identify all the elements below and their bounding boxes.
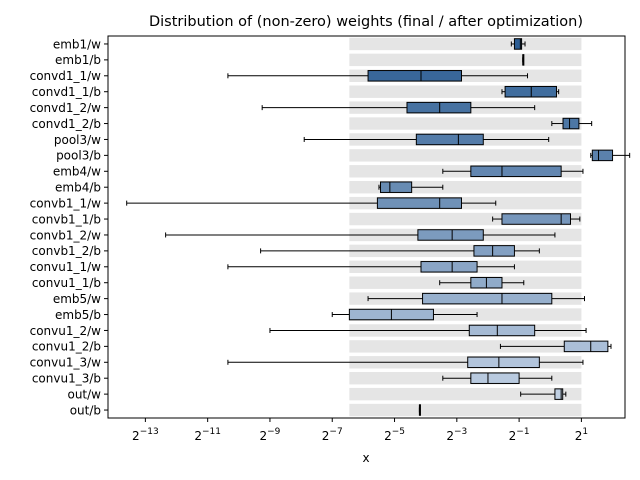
box-emb5-b [331, 308, 478, 321]
box-iqr [376, 197, 462, 209]
box-iqr [563, 340, 609, 353]
x-tick-label: 2−1 [509, 427, 530, 443]
box-convu1-3-b [442, 372, 553, 384]
y-tick-label: convu1_2/b [32, 340, 101, 354]
box-iqr [380, 181, 413, 193]
plot-area: emb1/w emb1/b convd1_1/w convd1_1/b convd1_2… [30, 35, 631, 443]
box-emb1-b [522, 54, 525, 66]
box-iqr [468, 324, 536, 337]
box-convu1-1-w [227, 261, 515, 273]
background-band [349, 403, 582, 417]
background-band [349, 149, 582, 162]
y-tick-label: convu1_3/w [30, 356, 102, 370]
box-convd1-2-b [551, 117, 593, 130]
box-iqr [470, 372, 520, 384]
box-iqr [554, 388, 564, 400]
box-convd1-1-w [227, 70, 529, 82]
y-tick-label: out/w [67, 387, 101, 401]
y-tick-label: out/b [70, 403, 101, 417]
background-band [349, 37, 582, 51]
box-iqr [470, 165, 562, 178]
y-tick-label: convd1_2/b [32, 117, 101, 131]
x-tick-label: 2−13 [132, 427, 159, 443]
y-tick-label: pool3/b [56, 149, 101, 163]
box-out-w [520, 388, 567, 400]
box-convd1-2-w [261, 101, 536, 114]
box-emb4-w [442, 165, 584, 178]
box-convb1-2-w [165, 229, 556, 241]
box-iqr [422, 292, 553, 305]
y-tick-label: convd1_1/w [30, 69, 102, 83]
box-convd1-1-b [501, 85, 560, 98]
box-iqr [513, 38, 523, 50]
box-pool3-w [303, 133, 550, 146]
box-emb4-b [378, 181, 444, 193]
x-tick-label: 2−9 [259, 427, 280, 443]
box-convu1-2-w [269, 324, 587, 337]
chart-title: Distribution of (non-zero) weights (fina… [149, 14, 583, 30]
y-tick-label: emb5/b [55, 308, 101, 322]
y-tick-label: convb1_2/b [32, 244, 101, 258]
x-tick-label: 2−5 [384, 427, 405, 443]
x-tick-label: 21 [575, 427, 588, 443]
box-iqr [367, 70, 462, 82]
box-iqr [420, 261, 478, 273]
box-iqr [417, 229, 484, 241]
box-convb1-1-b [492, 213, 581, 225]
box-iqr [467, 356, 540, 369]
y-tick-label: emb1/b [55, 53, 101, 67]
box-convu1-3-w [227, 356, 584, 369]
box-convb1-2-b [260, 245, 540, 257]
box-iqr [406, 101, 472, 114]
box-convu1-1-b [439, 276, 525, 289]
background-band [349, 387, 582, 401]
y-tick-label: pool3/w [54, 133, 101, 147]
x-tick-label: 2−11 [194, 427, 221, 443]
y-tick-label: emb5/w [53, 292, 101, 306]
y-tick-label: convu1_1/b [32, 276, 101, 290]
box-iqr [501, 213, 571, 225]
y-tick-label: convu1_1/w [30, 260, 102, 274]
box-emb1-w [510, 38, 526, 50]
box-pool3-b [590, 149, 631, 162]
box-iqr [415, 133, 484, 146]
y-tick-label: convd1_2/w [30, 101, 102, 115]
background-band [349, 53, 582, 67]
box-iqr [591, 149, 614, 162]
y-tick-label: convb1_2/w [30, 228, 102, 242]
box-iqr [473, 245, 515, 257]
y-tick-label: emb4/w [53, 165, 101, 179]
axes-frame [107, 35, 626, 419]
y-tick-label: convb1_1/b [32, 212, 101, 226]
box-out-b [418, 404, 421, 416]
background-band [349, 340, 582, 353]
y-tick-label: convd1_1/b [32, 85, 101, 99]
box-emb5-w [367, 292, 586, 305]
x-tick-label: 2−3 [446, 427, 467, 443]
y-tick-label: convb1_1/w [30, 196, 102, 210]
box-convu1-2-b [499, 340, 612, 353]
x-tick-label: 2−7 [322, 427, 343, 443]
box-iqr [562, 117, 580, 130]
background-band [349, 117, 582, 130]
x-axis-label: x [362, 451, 369, 465]
box-convb1-1-w [126, 197, 497, 209]
y-tick-label: emb4/b [55, 181, 101, 195]
y-tick-label: emb1/w [53, 37, 101, 51]
y-tick-label: convu1_2/w [30, 324, 102, 338]
y-tick-label: convu1_3/b [32, 372, 101, 386]
